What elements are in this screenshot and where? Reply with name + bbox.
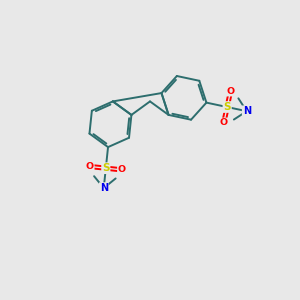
Text: O: O — [220, 118, 228, 127]
Text: O: O — [118, 165, 126, 174]
Text: O: O — [86, 162, 94, 171]
Text: S: S — [224, 102, 231, 112]
Text: N: N — [100, 183, 108, 193]
Text: S: S — [102, 163, 110, 173]
Text: O: O — [226, 87, 235, 96]
Text: N: N — [243, 106, 251, 116]
